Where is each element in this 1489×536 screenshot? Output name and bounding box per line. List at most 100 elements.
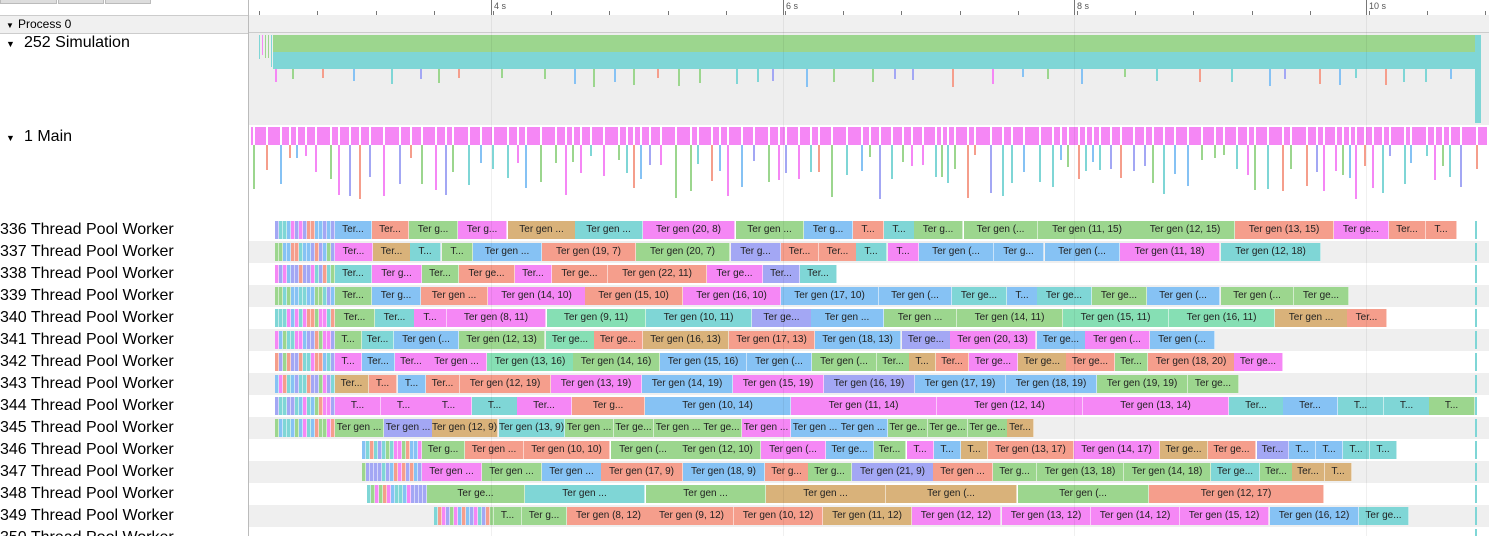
task-slice[interactable]: Ter gen (... bbox=[812, 353, 877, 371]
task-slice[interactable]: T... bbox=[335, 397, 381, 415]
track-main[interactable]: ▼ 1 Main bbox=[0, 127, 72, 148]
task-slice[interactable]: T... bbox=[909, 353, 936, 371]
worker-row[interactable]: Ter g... Ter gen ... Ter gen (10, 10) Ter g… bbox=[249, 439, 1489, 461]
task-slice[interactable]: Ter gen (17, 19) bbox=[915, 375, 1006, 393]
worker-row[interactable]: Ter... Ter... Ter g... Ter g... Ter gen ... T… bbox=[249, 219, 1489, 241]
task-slice[interactable]: Ter g... bbox=[422, 441, 465, 459]
task-slice[interactable]: Ter ge... bbox=[459, 265, 515, 283]
task-slice[interactable]: Ter... bbox=[517, 397, 572, 415]
task-slice[interactable]: Ter gen (13, 18) bbox=[1037, 463, 1124, 481]
task-slice[interactable]: Ter... bbox=[800, 265, 837, 283]
task-slice[interactable]: Ter gen (18, 20) bbox=[1148, 353, 1235, 371]
task-slice[interactable]: Ter... bbox=[373, 243, 411, 261]
task-slice[interactable]: Ter gen (18, 13) bbox=[815, 331, 901, 349]
task-slice[interactable]: Ter gen ... bbox=[422, 463, 482, 481]
task-slice[interactable]: Ter gen (12, 10) bbox=[675, 441, 761, 459]
task-slice[interactable]: Ter gen (10, 11) bbox=[646, 309, 752, 327]
task-slice[interactable]: Ter gen (13, 16) bbox=[487, 353, 574, 371]
worker-label[interactable]: 345 Thread Pool Worker bbox=[0, 419, 174, 436]
task-slice[interactable]: Ter... bbox=[1260, 463, 1293, 481]
task-slice[interactable]: Ter... bbox=[426, 375, 460, 393]
task-slice[interactable]: Ter... bbox=[335, 243, 373, 261]
task-slice[interactable]: Ter gen ... bbox=[839, 419, 888, 437]
worker-row[interactable]: T... Ter... Ter... Ter gen ... Ter gen (13, … bbox=[249, 351, 1489, 373]
task-slice[interactable]: Ter gen ... bbox=[565, 419, 614, 437]
task-slice[interactable]: Ter gen ... bbox=[482, 463, 542, 481]
task-slice[interactable]: Ter ge... bbox=[1334, 221, 1389, 239]
simulation-track[interactable] bbox=[249, 33, 1489, 125]
task-slice[interactable]: Ter gen (14, 11) bbox=[957, 309, 1063, 327]
task-slice[interactable]: Ter gen (... bbox=[1150, 331, 1215, 349]
task-slice[interactable]: T... bbox=[1384, 397, 1430, 415]
task-slice[interactable]: Ter gen ... bbox=[933, 463, 993, 481]
task-slice[interactable]: Ter gen (14, 10) bbox=[488, 287, 586, 305]
task-slice[interactable]: T... bbox=[426, 397, 472, 415]
task-slice[interactable]: T... bbox=[494, 507, 522, 525]
task-slice[interactable]: T... bbox=[961, 441, 988, 459]
task-slice[interactable]: Ter ge... bbox=[826, 441, 874, 459]
task-slice[interactable]: Ter g... bbox=[572, 397, 645, 415]
task-slice[interactable]: Ter g... bbox=[372, 287, 421, 305]
worker-label[interactable]: 340 Thread Pool Worker bbox=[0, 309, 174, 326]
task-slice[interactable]: Ter gen (... bbox=[1018, 485, 1149, 503]
task-slice[interactable]: Ter gen ... bbox=[791, 419, 840, 437]
task-slice[interactable]: Ter gen (... bbox=[611, 441, 676, 459]
task-slice[interactable]: Ter gen (9, 12) bbox=[650, 507, 734, 525]
task-slice[interactable]: Ter gen (22, 11) bbox=[608, 265, 707, 283]
task-slice[interactable]: Ter... bbox=[877, 353, 910, 371]
task-slice[interactable]: Ter gen (11, 12) bbox=[823, 507, 912, 525]
worker-label[interactable]: 338 Thread Pool Worker bbox=[0, 265, 174, 282]
task-slice[interactable]: Ter g... bbox=[994, 243, 1044, 261]
task-slice[interactable]: Ter gen (8, 11) bbox=[447, 309, 546, 327]
task-slice[interactable]: Ter gen (13, 9) bbox=[499, 419, 565, 437]
task-slice[interactable]: Ter g... bbox=[765, 463, 809, 481]
task-slice[interactable]: Ter gen (15, 12) bbox=[1180, 507, 1269, 525]
worker-label[interactable]: 346 Thread Pool Worker bbox=[0, 441, 174, 458]
task-slice[interactable]: Ter gen ... bbox=[335, 419, 384, 437]
task-slice[interactable]: T... bbox=[856, 243, 887, 261]
task-slice[interactable]: T... bbox=[410, 243, 441, 261]
task-slice[interactable]: Ter ge... bbox=[1037, 331, 1086, 349]
task-slice[interactable]: Ter... bbox=[515, 265, 552, 283]
worker-label[interactable]: 341 Thread Pool Worker bbox=[0, 331, 174, 348]
task-slice[interactable]: T... bbox=[1426, 221, 1457, 239]
task-slice[interactable]: Ter gen (11, 18) bbox=[1120, 243, 1220, 261]
task-slice[interactable]: Ter g... bbox=[458, 221, 507, 239]
task-slice[interactable]: Ter gen (10, 14) bbox=[645, 397, 791, 415]
task-slice[interactable]: Ter... bbox=[1257, 441, 1289, 459]
task-slice[interactable]: Ter... bbox=[422, 265, 459, 283]
task-slice[interactable]: Ter gen (11, 14) bbox=[791, 397, 937, 415]
task-slice[interactable]: Ter ge... bbox=[702, 419, 742, 437]
worker-row[interactable]: Ter... Ter g... Ter... Ter ge... Ter... Ter g… bbox=[249, 263, 1489, 285]
task-slice[interactable]: Ter ge... bbox=[552, 265, 608, 283]
task-slice[interactable]: Ter gen (... bbox=[1085, 331, 1150, 349]
worker-label[interactable]: 349 Thread Pool Worker bbox=[0, 507, 174, 524]
task-slice[interactable]: Ter gen (12, 19) bbox=[460, 375, 551, 393]
task-slice[interactable]: T... bbox=[853, 221, 884, 239]
task-slice[interactable]: Ter... bbox=[362, 353, 395, 371]
task-slice[interactable]: Ter gen (16, 19) bbox=[824, 375, 915, 393]
task-slice[interactable]: Ter gen (14, 18) bbox=[1124, 463, 1211, 481]
task-slice[interactable]: T... bbox=[884, 221, 915, 239]
task-slice[interactable]: Ter ge... bbox=[614, 419, 654, 437]
task-slice[interactable]: Ter ge... bbox=[1066, 353, 1115, 371]
worker-row[interactable]: Ter gen ... Ter gen ... Ter gen ... Ter gen… bbox=[249, 461, 1489, 483]
task-slice[interactable]: T... bbox=[335, 353, 362, 371]
task-slice[interactable]: Ter ge... bbox=[928, 419, 968, 437]
task-slice[interactable]: Ter ge... bbox=[752, 309, 812, 327]
task-slice[interactable]: Ter gen ... bbox=[654, 419, 703, 437]
time-ruler[interactable]: 4 s 6 s 8 s 10 s bbox=[249, 0, 1489, 16]
task-slice[interactable]: Ter gen (... bbox=[394, 331, 459, 349]
task-slice[interactable]: Ter gen ... bbox=[884, 309, 957, 327]
task-slice[interactable]: Ter... bbox=[819, 243, 857, 261]
task-slice[interactable]: Ter... bbox=[335, 221, 372, 239]
task-slice[interactable]: Ter gen (14, 17) bbox=[1074, 441, 1160, 459]
task-slice[interactable]: Ter g... bbox=[804, 221, 853, 239]
task-slice[interactable]: T... bbox=[888, 243, 919, 261]
task-slice[interactable]: Ter gen (15, 19) bbox=[733, 375, 824, 393]
task-slice[interactable]: Ter... bbox=[1347, 309, 1387, 327]
task-slice[interactable]: Ter gen (... bbox=[761, 441, 826, 459]
task-slice[interactable]: Ter... bbox=[335, 265, 372, 283]
collapse-arrow-icon[interactable]: ▼ bbox=[6, 133, 15, 143]
worker-label[interactable]: 337 Thread Pool Worker bbox=[0, 243, 174, 260]
